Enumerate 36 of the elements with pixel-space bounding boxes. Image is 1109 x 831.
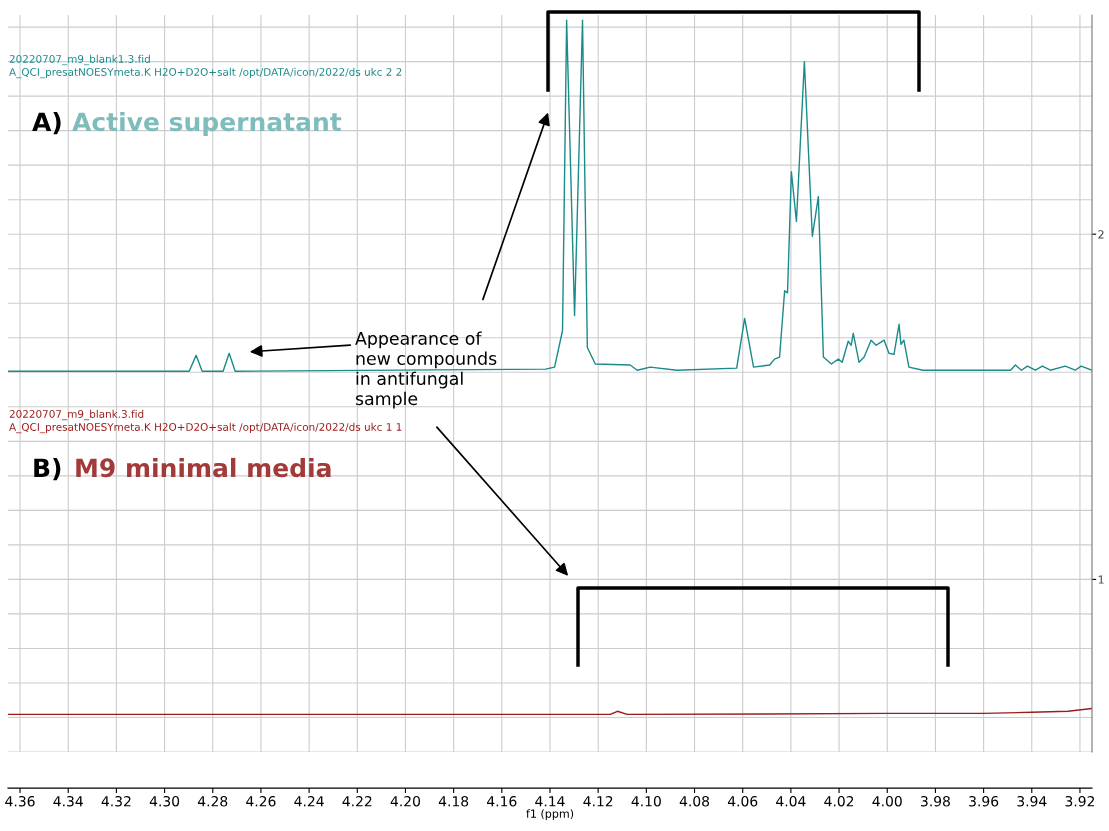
x-tick-label: 4.12 <box>583 796 613 807</box>
x-tick-label: 4.02 <box>824 796 854 807</box>
x-tick-label: 4.00 <box>872 796 902 807</box>
x-tick-label: 4.36 <box>5 796 35 807</box>
x-tick-label: 4.16 <box>487 796 517 807</box>
line-series <box>8 19 1092 372</box>
x-tick-label: 4.28 <box>197 796 228 807</box>
annotation: Appearance of new compounds in antifungal sample <box>355 331 497 409</box>
x-tick-label: 4.18 <box>438 796 469 807</box>
x-tick-label: 3.94 <box>1017 796 1047 807</box>
annotation: 20220707_m9_blank.3.fid <box>9 409 144 421</box>
x-tick-label: 4.20 <box>390 796 421 807</box>
x-tick-label: 4.10 <box>631 796 661 807</box>
y-tick-label: 2 <box>1098 230 1104 239</box>
x-tick-label: 3.96 <box>969 796 999 807</box>
annotation: A_QCI_presatNOESYmeta.K H2O+D2O+salt /opt/DATA/icon/2022/ds ukc 2 2 <box>9 67 402 79</box>
x-tick-label: 4.30 <box>149 796 180 807</box>
x-tick-label: 4.22 <box>342 796 372 807</box>
annotation: M9 minimal media <box>76 457 331 478</box>
x-axis-title: f1 (ppm) <box>526 809 574 820</box>
x-tick-label: 3.92 <box>1065 796 1095 807</box>
x-tick-label: 4.04 <box>776 796 806 807</box>
x-tick-label: 4.14 <box>535 796 565 807</box>
x-tick-label: 4.26 <box>246 796 276 807</box>
annotation: A_QCI_presatNOESYmeta.K H2O+D2O+salt /opt/DATA/icon/2022/ds ukc 1 1 <box>9 422 402 434</box>
x-tick-label: 4.24 <box>294 796 324 807</box>
x-tick-label: 4.08 <box>679 796 710 807</box>
x-tick-label: 4.06 <box>727 796 758 807</box>
annotation: A) <box>32 111 61 135</box>
x-tick-label: 4.32 <box>101 796 131 807</box>
x-tick-label: 4.34 <box>53 796 83 807</box>
annotation: Active supernatant <box>72 111 342 137</box>
annotation: B) <box>34 457 61 481</box>
x-tick-label: 3.98 <box>921 796 950 807</box>
annotation: 20220707_m9_blank1.3.fid <box>9 54 150 66</box>
y-tick-label: 1 <box>1098 575 1104 584</box>
